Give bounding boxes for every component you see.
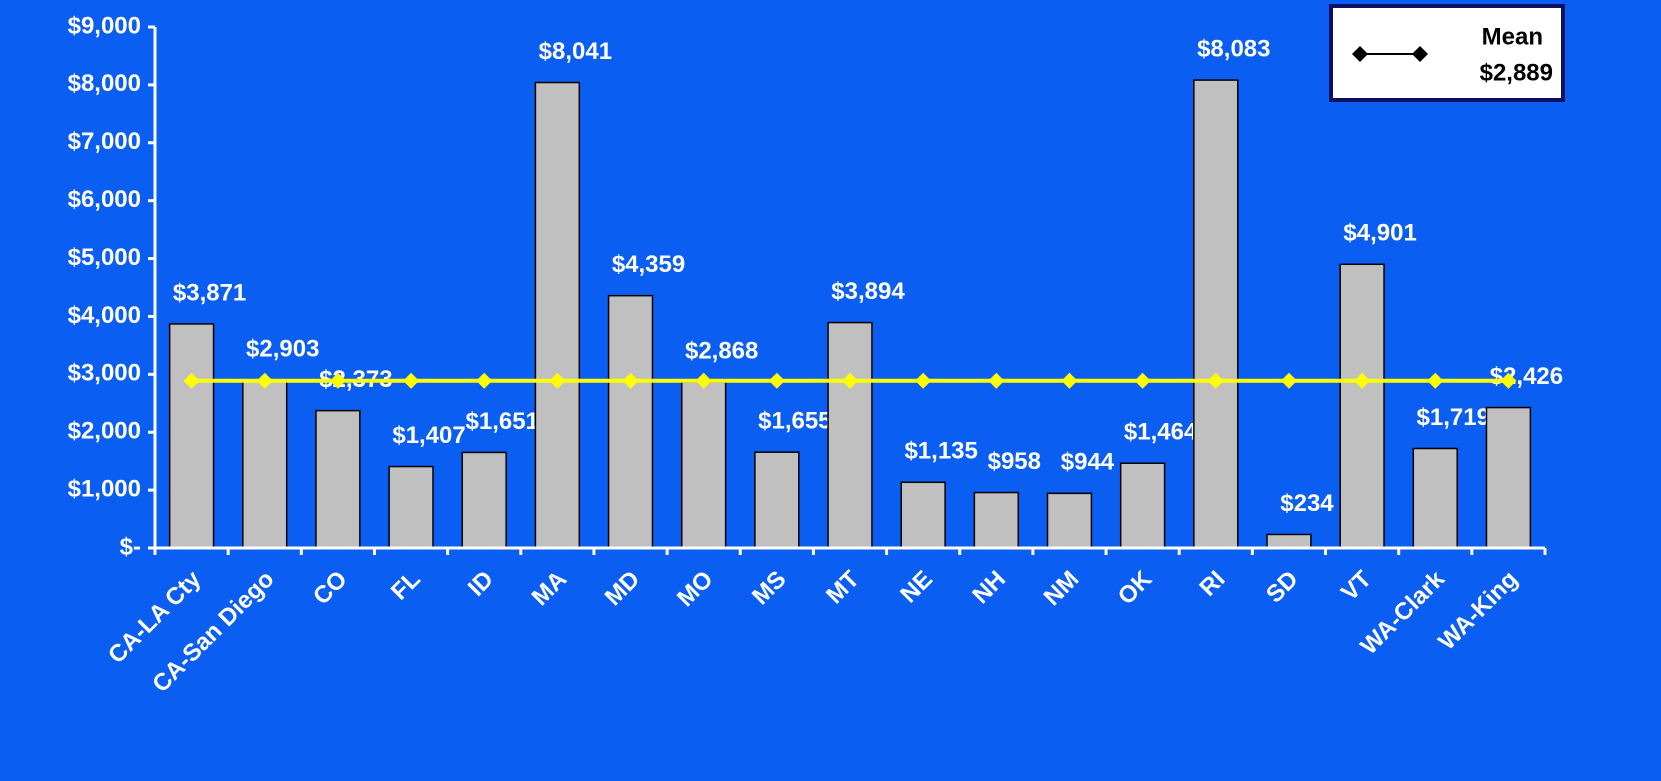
bar [534, 81, 581, 549]
bar [242, 379, 288, 549]
mean-marker [256, 372, 273, 389]
y-tick-label: $2,000 [68, 418, 141, 445]
data-label: $234 [1280, 490, 1334, 517]
mean-marker [622, 372, 639, 389]
bar [1339, 263, 1385, 549]
bar [168, 323, 215, 549]
x-tick-label: NE [895, 566, 938, 609]
mean-marker [1207, 372, 1224, 389]
bar [315, 409, 361, 549]
bar [1046, 492, 1093, 549]
y-tick-label: $6,000 [68, 186, 141, 213]
bar [461, 451, 507, 549]
x-tick-label: NH [967, 566, 1011, 610]
data-label: $3,894 [831, 278, 905, 305]
y-tick-label: $3,000 [68, 360, 141, 387]
mean-marker [1061, 372, 1078, 389]
data-label: $944 [1061, 449, 1115, 476]
x-tick-label: RI [1194, 566, 1230, 602]
x-tick-label: VT [1336, 565, 1377, 606]
y-tick-label: $4,000 [68, 302, 141, 329]
mean-marker [988, 372, 1005, 389]
data-label: $1,135 [904, 438, 977, 465]
bar [973, 491, 1020, 549]
bar [388, 465, 434, 549]
legend-marker [1352, 46, 1368, 62]
y-tick-label: $- [120, 533, 141, 560]
y-tick-label: $7,000 [68, 128, 141, 155]
y-tick-label: $9,000 [68, 12, 141, 39]
bar [827, 321, 873, 549]
x-tick-label: CO [308, 566, 353, 611]
bar [1485, 406, 1532, 549]
data-label: $2,903 [246, 335, 319, 362]
mean-marker [183, 372, 200, 389]
mean-marker [695, 372, 712, 389]
x-tick-label: NM [1039, 566, 1084, 611]
data-label: $2,868 [685, 337, 758, 364]
legend-value: $2,889 [1480, 59, 1553, 86]
x-tick-label: ID [463, 566, 499, 602]
data-label: $1,719 [1417, 404, 1490, 431]
mean-marker [476, 372, 493, 389]
data-label: $3,871 [173, 279, 246, 306]
data-label: $8,083 [1197, 35, 1270, 62]
legend-marker [1412, 46, 1428, 62]
bar [754, 451, 800, 549]
data-label: $1,651 [466, 408, 539, 435]
mean-marker [768, 372, 785, 389]
mean-marker [1134, 372, 1151, 389]
x-tick-label: MO [672, 566, 718, 612]
x-tick-label: SD [1261, 566, 1304, 609]
y-tick-label: $8,000 [68, 70, 141, 97]
data-label: $8,041 [539, 38, 612, 65]
mean-marker [1427, 372, 1444, 389]
mean-marker [1354, 372, 1371, 389]
x-tick-label: MS [747, 566, 792, 611]
mean-marker [842, 372, 858, 389]
bar [607, 294, 654, 549]
mean-marker [549, 372, 566, 389]
x-tick-label: MD [600, 566, 645, 611]
bar [1119, 462, 1166, 549]
x-tick-label: MA [527, 566, 572, 611]
mean-marker [403, 372, 420, 389]
bar [680, 381, 727, 549]
y-tick-label: $5,000 [68, 244, 141, 271]
data-label: $2,426 [1490, 363, 1563, 390]
data-label: $4,901 [1343, 220, 1416, 247]
bar [900, 481, 946, 549]
x-tick-label: WA-King [1433, 566, 1523, 656]
data-label: $1,464 [1124, 419, 1198, 446]
bar [1266, 533, 1312, 549]
mean-marker [1280, 372, 1297, 389]
data-label: $4,359 [612, 251, 685, 278]
x-tick-label: FL [386, 566, 426, 606]
data-label: $1,407 [392, 422, 465, 449]
x-tick-label: MT [821, 565, 865, 609]
data-label: $958 [988, 448, 1041, 475]
x-tick-label: OK [1113, 565, 1158, 610]
mean-marker [329, 372, 346, 389]
legend-label: Mean [1482, 23, 1543, 50]
mean-marker [1500, 372, 1517, 389]
data-label: $1,655 [758, 408, 831, 435]
bar [1193, 79, 1239, 549]
bar [1412, 447, 1458, 549]
mean-marker [915, 372, 932, 389]
y-tick-label: $1,000 [68, 475, 141, 502]
